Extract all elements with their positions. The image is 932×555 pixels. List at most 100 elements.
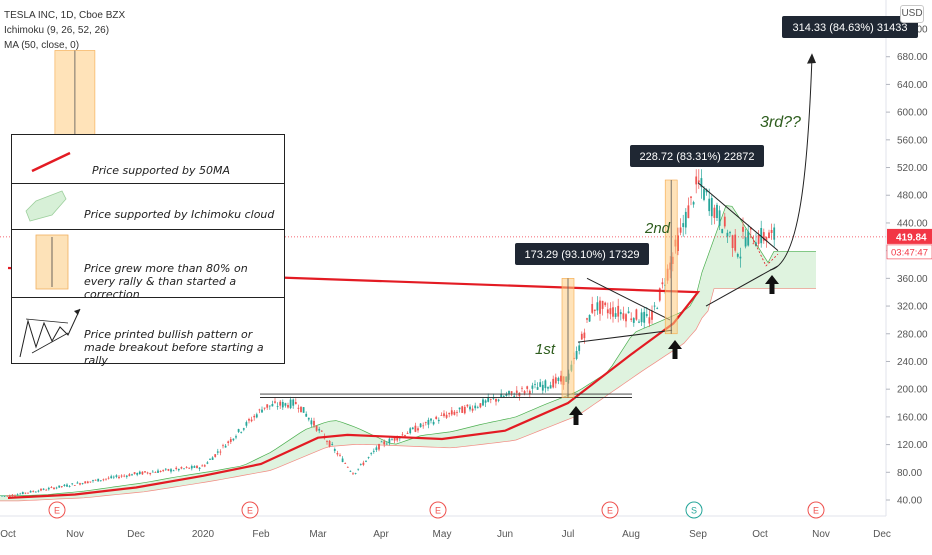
x-tick-label: Oct	[0, 529, 16, 540]
candle-body	[21, 492, 24, 495]
event-marker-earnings[interactable]	[241, 501, 259, 519]
candle-body	[411, 427, 414, 430]
candle-body	[515, 390, 518, 393]
event-marker-earnings[interactable]	[48, 501, 66, 519]
candle-body	[115, 475, 118, 477]
candle-body	[354, 473, 357, 474]
candle-body	[435, 416, 438, 419]
candle-body	[393, 437, 396, 441]
candle-body	[47, 487, 50, 490]
candle-body	[718, 210, 721, 226]
candle-body	[604, 302, 607, 306]
event-marker-earnings[interactable]	[601, 501, 619, 519]
candle-body	[346, 466, 349, 468]
candle-body	[658, 288, 661, 301]
currency-button[interactable]: USD	[900, 5, 924, 23]
candle-body	[684, 211, 687, 228]
candle-body	[287, 405, 289, 408]
candle-body	[770, 230, 773, 233]
candle-body	[68, 486, 71, 487]
candle-body	[164, 468, 167, 470]
candle-body	[622, 313, 625, 319]
candle-body	[419, 423, 422, 428]
candle-body	[380, 441, 383, 443]
candle-body	[37, 490, 40, 492]
candle-body	[521, 387, 523, 389]
candle-body	[151, 471, 154, 473]
candle-body	[40, 488, 42, 491]
candle-body	[768, 232, 770, 239]
legend-text-cloud: Price supported by Ichimoku cloud	[84, 208, 275, 221]
candle-body	[469, 406, 471, 410]
candle-body	[138, 471, 141, 474]
y-tick-label: 560.00	[897, 135, 928, 146]
candle-body	[125, 475, 128, 477]
y-tick-label: 520.00	[897, 163, 928, 174]
candle-body	[79, 483, 81, 485]
candle-body	[677, 235, 679, 251]
candle-body	[66, 484, 68, 487]
candle-body	[432, 421, 435, 425]
candle-body	[734, 234, 737, 251]
candle-body	[383, 441, 386, 445]
candle-body	[437, 419, 440, 422]
candle-body	[765, 237, 768, 241]
candle-body	[396, 436, 399, 441]
candle-body	[34, 491, 37, 493]
candle-body	[721, 229, 724, 234]
cloud-swatch-icon	[25, 190, 67, 222]
candle-body	[11, 494, 14, 496]
candle-body	[596, 302, 599, 311]
candle-body	[482, 399, 484, 406]
candle-body	[557, 377, 560, 381]
event-marker-earnings[interactable]	[807, 501, 825, 519]
candle-body	[492, 397, 495, 399]
candle-body	[1, 495, 3, 497]
candle-body	[133, 472, 136, 474]
candle-body	[14, 495, 16, 497]
x-tick-label: 2020	[192, 529, 215, 540]
event-marker-earnings[interactable]	[429, 501, 447, 519]
up-arrow-3	[765, 275, 779, 294]
candle-body	[53, 487, 55, 490]
candle-body	[97, 478, 100, 482]
candle-body	[315, 425, 318, 431]
candle-body	[614, 313, 617, 317]
candle-body	[742, 226, 744, 232]
candle-body	[227, 441, 230, 443]
candle-body	[297, 407, 300, 409]
indicator-ma: MA (50, close, 0)	[4, 40, 80, 51]
candle-body	[541, 384, 544, 391]
candle-body	[118, 476, 120, 479]
candle-body	[736, 254, 739, 257]
label-2nd: 2nd	[644, 220, 671, 237]
candle-body	[749, 227, 752, 230]
legend-row-rally: Price grew more than 80% on every rally …	[12, 229, 284, 301]
candle-body	[489, 398, 492, 400]
candle-body	[307, 417, 310, 420]
candle-body	[760, 228, 763, 244]
y-tick-label: 640.00	[897, 80, 928, 91]
candle-body	[630, 318, 633, 320]
candle-body	[344, 463, 347, 464]
candle-body	[651, 310, 653, 320]
y-tick-label: 120.00	[897, 440, 928, 451]
candle-body	[773, 227, 776, 240]
event-marker-split[interactable]	[685, 501, 703, 519]
rally1-label: 173.29 (93.10%) 17329	[525, 249, 640, 261]
candle-body	[310, 420, 313, 425]
candle-body	[359, 464, 362, 465]
x-tick-label: Mar	[309, 529, 327, 540]
candle-body	[427, 419, 430, 425]
candle-body	[289, 399, 292, 409]
candle-body	[190, 466, 193, 469]
x-tick-label: Nov	[66, 529, 84, 540]
candle-body	[526, 386, 529, 389]
candle-body	[274, 401, 276, 403]
candle-body	[609, 308, 612, 315]
candle-body	[19, 493, 22, 495]
candle-body	[656, 308, 659, 309]
candle-body	[762, 232, 765, 241]
candle-body	[591, 304, 594, 313]
